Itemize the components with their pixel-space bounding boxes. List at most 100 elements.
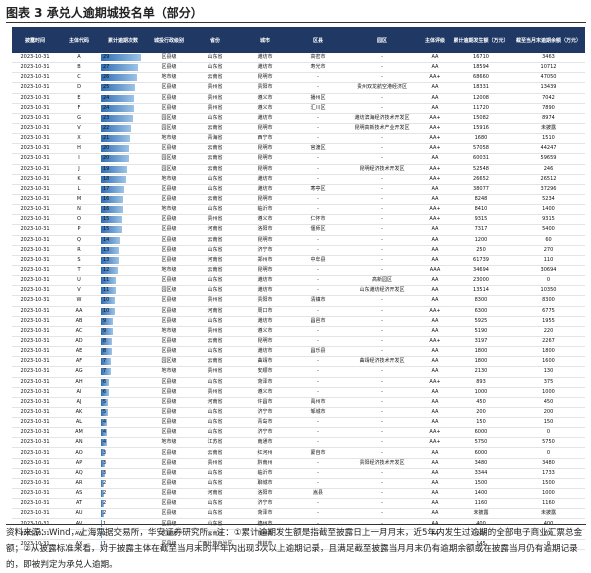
cell: O — [58, 214, 100, 226]
cell: 2023-10-31 — [12, 478, 58, 490]
cell: 2023-10-31 — [12, 437, 58, 449]
data-bar — [101, 256, 119, 264]
table-body: 2023-10-31 A 29 区县级 山东省 潍坊市 高密市 - AA 16710 3463 202… — [12, 53, 585, 550]
cell: - — [344, 488, 420, 500]
cell-text: 2 — [103, 479, 107, 486]
cell: 山东省 — [192, 275, 238, 287]
data-bar — [101, 317, 114, 325]
cell: - — [344, 366, 420, 378]
cell-text: 15 — [103, 226, 110, 233]
cell: 遵义市 — [238, 326, 292, 337]
cell: AA — [420, 529, 450, 540]
cell: 220 — [512, 326, 585, 337]
cell: - — [292, 377, 344, 388]
cell: 洛阳市 — [238, 488, 292, 500]
table-row: 2023-10-31 AJ 5 区县级 河南省 许昌市 禹州市 - AA 450 450 — [12, 397, 585, 408]
cell: 10712 — [512, 62, 585, 74]
cell: - — [292, 275, 344, 287]
cell: 1955 — [512, 316, 585, 327]
cell: 园区级 — [146, 113, 192, 124]
cell: 1000 — [512, 387, 585, 398]
column-header: 园区 — [344, 27, 420, 53]
cell: 临沂市 — [238, 204, 292, 216]
cell: 270 — [512, 245, 585, 256]
data-bar — [101, 500, 104, 508]
cell: X — [58, 133, 100, 145]
cell-text: 8 — [103, 348, 107, 355]
cell: 1160 — [450, 498, 512, 510]
cell: 2023-10-31 — [12, 427, 58, 439]
cell: 5750 — [450, 437, 512, 449]
cell: 潍坊市 — [238, 184, 292, 195]
cell: 区县级 — [146, 377, 192, 388]
table-row: 2023-10-31 I 20 园区级 云南省 昆明市 - - AA 60031 59659 — [12, 153, 585, 165]
cell: - — [344, 539, 420, 550]
cell: 893 — [450, 377, 512, 388]
cell: M — [58, 194, 100, 206]
data-bar — [101, 175, 126, 183]
cell: 贵州省 — [192, 295, 238, 307]
data-bar — [101, 165, 128, 173]
table-row: 2023-10-31 AX 1 区县级 广西壮族自治区 桂林市 - - -145 0 — [12, 539, 585, 550]
cell: AA — [420, 255, 450, 266]
table-row: 2023-10-31 AB 9 区县级 山东省 潍坊市 昌邑市 - AA 5925 1955 — [12, 316, 585, 327]
cell-text: 4 — [103, 419, 107, 426]
cell-text: 10 — [103, 297, 110, 304]
cell: R — [58, 245, 100, 256]
data-bar — [101, 490, 104, 498]
table-row: 2023-10-31 AH 6 区县级 山东省 菏泽市 - - AA+ 893 375 — [12, 377, 585, 388]
cell: 8410 — [450, 204, 512, 216]
cell: 临沂市 — [238, 468, 292, 479]
cell: - — [292, 387, 344, 398]
cell: 南通市 — [238, 437, 292, 449]
cell: AA+ — [420, 72, 450, 84]
cell: J — [58, 164, 100, 175]
cell: G — [58, 113, 100, 124]
cell: AA — [420, 275, 450, 287]
table-row: 2023-10-31 V 22 园区级 云南省 昆明市 - 昆明高新技术产业开发区 AA+ 159… — [12, 123, 585, 135]
cell: - — [344, 265, 420, 277]
cell: 110 — [512, 255, 585, 266]
cell: 44247 — [512, 143, 585, 155]
cell: 中牟县 — [292, 255, 344, 266]
cell: 52548 — [450, 164, 512, 175]
cell: 潍坊市 — [238, 174, 292, 185]
cell: - — [292, 458, 344, 469]
data-bar — [101, 94, 135, 102]
cell-text: 20 — [103, 155, 110, 162]
cell: 昆明市 — [238, 72, 292, 84]
cell: - — [344, 326, 420, 337]
cell: 河南省 — [192, 397, 238, 408]
cell: AA — [420, 458, 450, 469]
table-row: 2023-10-31 F 24 区县级 贵州省 遵义市 汇川区 - AA 11720 7890 — [12, 103, 585, 114]
table-row: 2023-10-31 AP 3 区县级 贵州省 黔南州 - 贵阳经济技术开发区 AA 3480 34… — [12, 458, 585, 469]
cell: AA — [420, 387, 450, 398]
cell: 山东省 — [192, 377, 238, 388]
cell: 2023-10-31 — [12, 62, 58, 74]
cell: 山东省 — [192, 417, 238, 429]
cell: 园区级 — [146, 356, 192, 368]
bar-cell: 4 — [100, 437, 146, 449]
cell: 1400 — [450, 488, 512, 500]
cell-text: 5 — [103, 398, 107, 405]
cell: AA — [420, 488, 450, 500]
cell: 曲靖市 — [238, 356, 292, 368]
cell: - — [344, 153, 420, 165]
cell: AA — [420, 478, 450, 490]
cell: AQ — [58, 468, 100, 479]
table-row: 2023-10-31 AU 2 区县级 山东省 菏泽市 - - AA 未披露 未披露 — [12, 508, 585, 520]
cell: 1800 — [450, 346, 512, 358]
cell: 山东省 — [192, 498, 238, 510]
bar-cell: 17 — [100, 184, 146, 195]
cell: 2023-10-31 — [12, 508, 58, 520]
cell: 昆明市 — [238, 153, 292, 165]
cell: AA — [420, 93, 450, 104]
cell: - — [344, 336, 420, 348]
cell: 高新园区 — [344, 275, 420, 287]
column-header: 主体评级 — [420, 27, 450, 53]
table-row: 2023-10-31 AD 8 区县级 云南省 昆明市 - - AA+ 3197 2267 — [12, 336, 585, 348]
data-bar — [101, 348, 113, 356]
table-row: 2023-10-31 O 15 区县级 贵州省 遵义市 仁怀市 - AA+ 9315 9315 — [12, 214, 585, 226]
cell: 2023-10-31 — [12, 194, 58, 206]
cell: 遵义市 — [238, 93, 292, 104]
